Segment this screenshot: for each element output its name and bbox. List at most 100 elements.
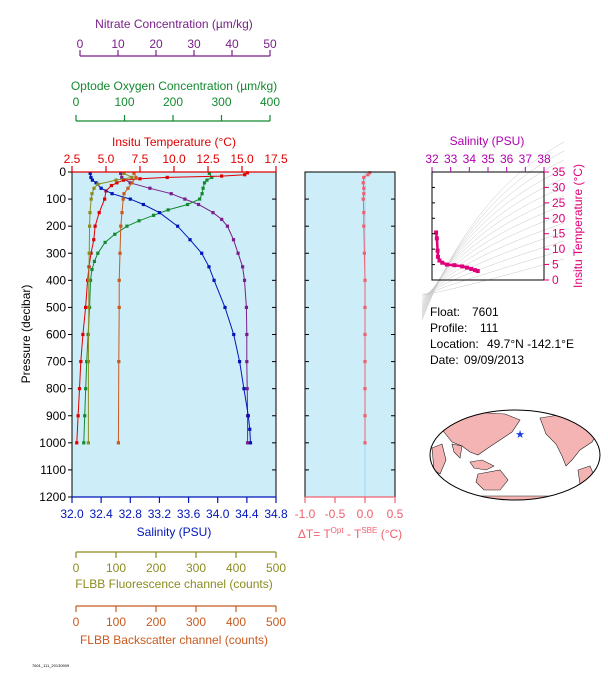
oxygen-tick-label: 0 (73, 95, 80, 109)
backscatter-tick-label: 400 (226, 615, 246, 629)
salinity-point (248, 427, 252, 431)
pressure-tick-label: 500 (46, 300, 66, 314)
pressure-tick-label: 300 (46, 246, 66, 260)
temperature-point (79, 359, 83, 364)
temperature-point (220, 174, 224, 178)
delta-t-point (361, 197, 365, 201)
salinity-tick-label: 32.0 (60, 507, 84, 521)
density-contour (421, 177, 565, 313)
fluorescence-point (88, 224, 92, 228)
backscatter-tick-label: 100 (106, 615, 126, 629)
salinity-point (99, 186, 103, 190)
salinity-point (212, 278, 216, 282)
nitrate-tick-label: 30 (187, 37, 201, 51)
temperature-point (243, 173, 247, 177)
delta-t-axes: -1.0 -0.5 0.0 0.5 (295, 171, 404, 521)
oxygen-point (83, 414, 87, 418)
density-contour (421, 141, 565, 321)
nitrate-point (231, 238, 236, 242)
fluorescence-point (90, 192, 94, 196)
nitrate-axis: 0 10 20 30 40 50 (77, 37, 277, 57)
backscatter-point (132, 171, 136, 175)
date-value: 09/09/2013 (464, 353, 524, 367)
float-location-marker: ★ (515, 429, 525, 441)
temperature-tick-label: 7.5 (132, 152, 149, 166)
fluorescence-tick-label: 400 (226, 561, 246, 575)
fluorescence-point (122, 171, 126, 175)
profile-value: 111 (480, 321, 499, 335)
fluorescence-axis-label: FLBB Fluorescence channel (counts) (75, 577, 272, 591)
delta-t-point (362, 224, 366, 228)
pressure-tick-label: 0 (59, 165, 66, 179)
fluorescence-tick-label: 100 (106, 561, 126, 575)
fluorescence-tick-label: 200 (146, 561, 166, 575)
float-info: Float: 7601 Profile: 111 Location: 49.7°… (430, 305, 574, 367)
salinity-tick-label: 33.6 (177, 507, 201, 521)
nitrate-tick-label: 10 (111, 37, 125, 51)
ts-salinity-tick-label: 34 (463, 152, 477, 166)
backscatter-axis: 0 100 200 300 400 500 (73, 605, 286, 629)
salinity-point (248, 441, 253, 445)
footer-code: 7601_111_20130909 (32, 663, 70, 668)
backscatter-point (117, 359, 121, 364)
delta-t-point (363, 305, 367, 310)
ts-salinity-tick-label: 38 (537, 152, 551, 166)
delta-t-point (361, 181, 365, 185)
pressure-axis-label: Pressure (decibar) (19, 285, 33, 384)
fluorescence-point (87, 278, 91, 282)
fluorescence-point (96, 182, 100, 186)
delta-t-tick-label: -0.5 (325, 507, 346, 521)
temperature-point (84, 305, 88, 310)
delta-t-point (363, 359, 367, 364)
temperature-point (75, 441, 79, 445)
oxygen-point (201, 186, 205, 190)
ts-temperature-tick-label: 20 (552, 211, 566, 225)
delta-t-tick-label: 0.0 (357, 507, 374, 521)
fluorescence-point (89, 197, 93, 201)
backscatter-tick-label: 200 (146, 615, 166, 629)
backscatter-point (120, 211, 124, 215)
backscatter-point (126, 186, 130, 190)
temperature-point (97, 211, 101, 215)
nitrate-point (196, 202, 201, 207)
backscatter-axis-label: FLBB Backscatter channel (counts) (80, 633, 268, 647)
pressure-tick-label: 900 (46, 409, 66, 423)
nitrate-point (245, 332, 249, 337)
ts-point (435, 254, 440, 259)
oxygen-point (125, 224, 129, 228)
oxygen-tick-label: 200 (163, 95, 183, 109)
density-contour (421, 159, 565, 317)
ts-salinity-tick-label: 36 (500, 152, 514, 166)
ts-point (434, 230, 439, 235)
temperature-point (109, 183, 114, 188)
backscatter-point (118, 251, 122, 255)
oxygen-point (113, 232, 117, 236)
ts-temperature-tick-label: 0 (552, 273, 559, 287)
map-land-asia (439, 411, 521, 456)
backscatter-tick-label: 0 (73, 615, 80, 629)
world-map: ★ (429, 409, 601, 501)
oxygen-point (202, 181, 207, 185)
salinity-point (141, 202, 145, 207)
nitrate-point (128, 181, 132, 185)
ts-temperature-tick-label: 35 (552, 165, 566, 179)
nitrate-point (245, 387, 249, 391)
oxygen-point (103, 240, 107, 245)
temperature-point (245, 171, 250, 175)
oxygen-tick-label: 100 (114, 95, 134, 109)
pressure-tick-label: 700 (46, 355, 66, 369)
pressure-tick-label: 1000 (39, 436, 66, 450)
temperature-point (81, 332, 85, 337)
temperature-point (122, 178, 126, 182)
oxygen-point (84, 387, 88, 391)
delta-t-point (362, 186, 366, 190)
delta-t-point (362, 192, 366, 196)
temperature-point (165, 175, 169, 180)
delta-t-point (363, 278, 367, 282)
density-contour (421, 150, 565, 319)
ts-salinity-tick-label: 33 (444, 152, 458, 166)
backscatter-point (121, 197, 125, 201)
delta-t-tick-label: 0.5 (387, 507, 404, 521)
ts-point (437, 258, 442, 263)
ts-point (440, 260, 445, 265)
